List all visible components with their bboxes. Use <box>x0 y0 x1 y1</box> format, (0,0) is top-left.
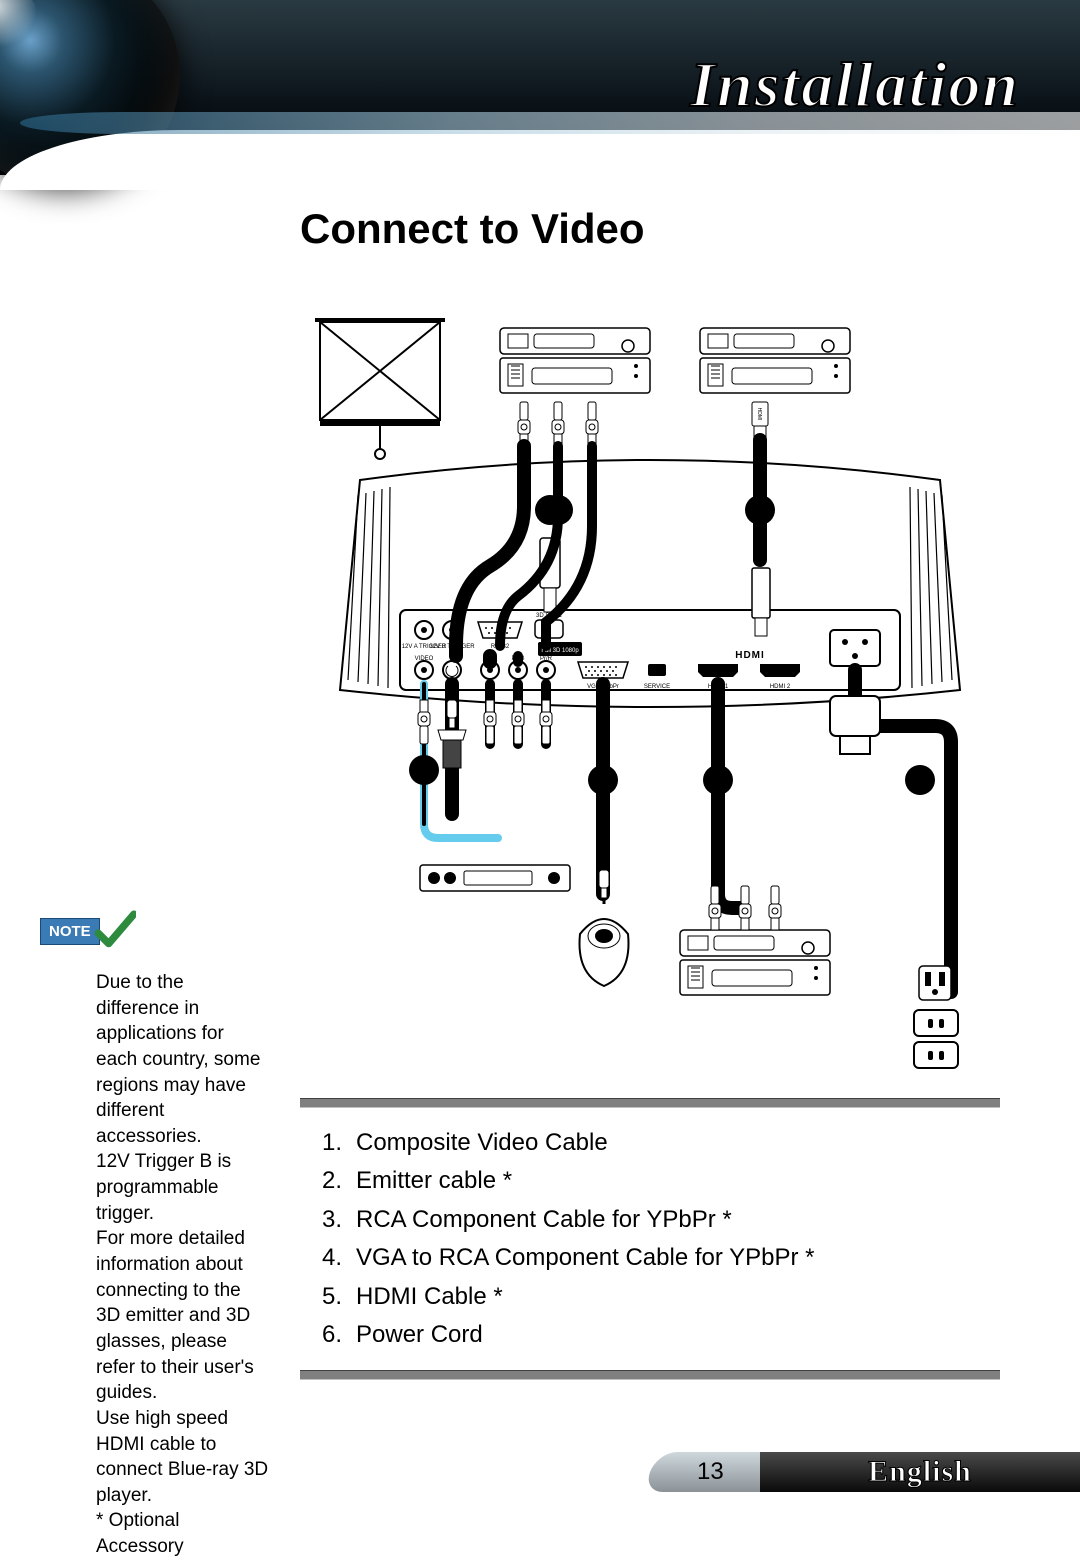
cable-list-item: 3. RCA Component Cable for YPbPr * <box>308 1201 992 1239</box>
cable-list-label: Emitter cable * <box>356 1162 512 1200</box>
note-paragraph: * Optional Accessory <box>96 1508 270 1559</box>
source-device-top-right <box>700 328 850 393</box>
note-paragraph: For more detailed information about conn… <box>96 1226 270 1405</box>
page-number-pill: 13 <box>643 1452 778 1492</box>
svg-text:HDMI: HDMI <box>735 650 765 661</box>
list-rule-top <box>300 1098 1000 1108</box>
source-device-bottom-right <box>680 930 830 995</box>
screen-icon <box>315 318 445 459</box>
cable-list-label: RCA Component Cable for YPbPr * <box>356 1201 732 1239</box>
header-bar: Installation <box>0 0 1080 175</box>
emitter-device <box>580 894 629 986</box>
cable-list-label: Power Cord <box>356 1316 483 1354</box>
cable-list-item: 1. Composite Video Cable <box>308 1124 992 1162</box>
footer-language-bar: English <box>760 1452 1080 1492</box>
checkmark-icon <box>94 910 136 952</box>
source-device-top-left <box>500 328 650 393</box>
svg-text:Pr/R: Pr/R <box>540 656 553 662</box>
cable-list-number: 4. <box>308 1239 342 1277</box>
page-title: Connect to Video <box>300 205 645 253</box>
port-panel: 12V A TRIGGER 12V B TRIGGER RS232 3D SYN… <box>400 610 900 690</box>
footer-language: English <box>868 1455 972 1489</box>
cable-list-item: 2. Emitter cable * <box>308 1162 992 1200</box>
note-paragraph: Due to the difference in applications fo… <box>96 970 270 1149</box>
cable-list-number: 5. <box>308 1278 342 1316</box>
page-footer: 13 English <box>0 1448 1080 1492</box>
section-title: Installation <box>690 48 1020 122</box>
header-swirl <box>0 130 1080 190</box>
cable-list-block: 1. Composite Video Cable 2. Emitter cable *… <box>300 1098 1000 1380</box>
cable-list-number: 3. <box>308 1201 342 1239</box>
cable-list-label: HDMI Cable * <box>356 1278 503 1316</box>
cable-list-item: 6. Power Cord <box>308 1316 992 1354</box>
cable-list-label: VGA to RCA Component Cable for YPbPr * <box>356 1239 814 1277</box>
cable-list-label: Composite Video Cable <box>356 1124 608 1162</box>
cable-list-item: 5. HDMI Cable * <box>308 1278 992 1316</box>
source-device-bottom-left <box>420 865 570 891</box>
page-number: 13 <box>697 1458 724 1486</box>
cable-list-item: 4. VGA to RCA Component Cable for YPbPr * <box>308 1239 992 1277</box>
note-badge: NOTE <box>40 910 136 952</box>
note-paragraph: 12V Trigger B is programmable trigger. <box>96 1149 270 1226</box>
cable-list-number: 1. <box>308 1124 342 1162</box>
cable-list-number: 6. <box>308 1316 342 1354</box>
list-rule-bottom <box>300 1370 1000 1380</box>
connection-diagram: HDMI <box>300 310 1000 1070</box>
svg-text:SERVICE: SERVICE <box>644 684 670 690</box>
cable-list: 1. Composite Video Cable 2. Emitter cable *… <box>300 1108 1000 1370</box>
wall-outlet <box>914 1010 958 1068</box>
note-badge-label: NOTE <box>40 918 100 945</box>
svg-text:VIDEO: VIDEO <box>415 656 434 662</box>
cable-list-number: 2. <box>308 1162 342 1200</box>
